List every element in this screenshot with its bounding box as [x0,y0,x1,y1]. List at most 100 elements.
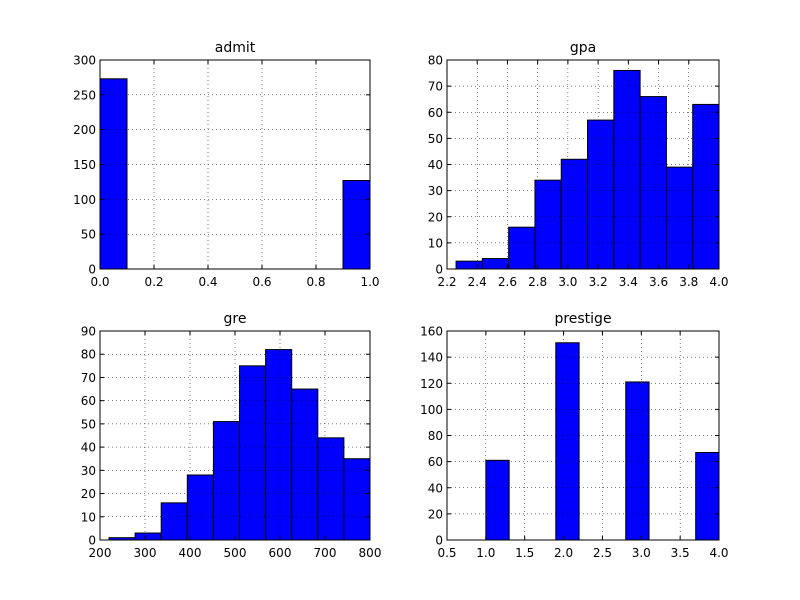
x-tick-label: 3.2 [589,275,608,289]
y-tick-label: 0 [435,534,443,548]
x-tick-label: 300 [134,546,157,560]
y-tick-label: 80 [428,429,443,443]
histogram-bar [160,502,188,541]
histogram-bar [508,226,536,270]
y-tick-label: 70 [81,371,96,385]
x-tick-label: 400 [179,546,202,560]
y-tick-label: 150 [73,158,96,172]
y-tick-label: 120 [420,377,443,391]
y-tick-label: 250 [73,88,96,102]
y-tick-label: 200 [73,123,96,137]
histogram-bar [99,78,128,270]
subplot-gpa: 2.2 2.4 2.6 2.8 3.0 3.2 3.4 3.6 3.8 4.0 0 10 20 30 40 5… [428,40,729,289]
y-tick-label: 20 [81,487,96,501]
y-tick-label: 40 [428,481,443,495]
y-tick-label: 40 [81,441,96,455]
x-tick-label: 2.6 [498,275,517,289]
x-tick-label: 2.5 [593,546,612,560]
x-tick-label: 2.0 [554,546,573,560]
subplot-gre: 200 300 400 500 600 700 800 0 10 20 30 40 50 60 70 80 90… [81,311,382,560]
x-tick-label: 4.0 [709,546,728,560]
x-tick-label: 0.8 [306,275,325,289]
x-tick-label: 1.0 [360,275,379,289]
y-tick-label: 0 [435,263,443,277]
histogram-bar [639,96,667,270]
x-tick-label: 3.8 [679,275,698,289]
subplot-title: gre [224,311,247,327]
x-tick-label: 700 [314,546,337,560]
x-tick-label: 800 [359,546,382,560]
y-tick-label: 60 [428,455,443,469]
x-tick-label: 600 [269,546,292,560]
x-tick-label: 4.0 [709,275,728,289]
histogram-bar [455,260,483,270]
histogram-bar [534,179,562,270]
subplot-title: prestige [554,311,611,327]
y-tick-label: 20 [428,210,443,224]
y-tick-label: 0 [88,534,96,548]
y-tick-label: 160 [420,325,443,339]
histogram-bar [481,258,510,270]
x-tick-label: 3.5 [671,546,690,560]
histogram-bar [555,342,580,541]
y-tick-label: 80 [428,54,443,68]
histogram-bar [212,421,240,541]
x-tick-label: 3.4 [619,275,638,289]
histogram-bar [134,532,162,541]
histogram-bar [485,459,510,541]
subplot-title: gpa [570,40,596,56]
y-tick-label: 50 [81,417,96,431]
x-tick-label: 1.5 [515,546,534,560]
histogram-bar [587,119,615,270]
x-tick-label: 1.0 [476,546,495,560]
x-tick-label: 0.4 [198,275,217,289]
histogram-bar [343,458,371,541]
histogram-bar [695,451,720,541]
y-tick-label: 10 [81,510,96,524]
histogram-bar [265,349,293,541]
x-tick-label: 0.2 [144,275,163,289]
subplot-admit: 0.0 0.2 0.4 0.6 0.8 1.0 0 50 100 150 200 250 300 admi… [73,40,379,289]
y-tick-label: 50 [428,132,443,146]
y-tick-label: 80 [81,348,96,362]
y-tick-label: 10 [428,236,443,250]
histogram-bar [692,103,720,270]
histogram-bar [291,388,319,541]
histogram-bar [317,437,345,541]
histogram-bar [613,69,641,270]
x-tick-label: 2.8 [528,275,547,289]
y-tick-label: 70 [428,80,443,94]
y-tick-label: 90 [81,325,96,339]
x-tick-label: 500 [224,546,247,560]
y-tick-label: 0 [88,263,96,277]
histogram-bar [186,474,214,541]
y-tick-label: 100 [73,193,96,207]
y-tick-label: 300 [73,54,96,68]
x-tick-label: 3.0 [558,275,577,289]
x-tick-label: 3.0 [632,546,651,560]
x-tick-label: 3.6 [649,275,668,289]
subplot-prestige: 0.5 1.0 1.5 2.0 2.5 3.0 3.5 4.0 0 20 40 60 80 100 120 1… [420,311,728,560]
x-tick-label: 0.0 [90,275,109,289]
histogram-bar [560,158,589,270]
y-tick-label: 30 [81,464,96,478]
y-tick-label: 40 [428,158,443,172]
x-tick-label: 0.5 [437,546,456,560]
y-tick-label: 60 [81,394,96,408]
y-tick-label: 140 [420,351,443,365]
y-tick-label: 30 [428,184,443,198]
y-tick-label: 60 [428,106,443,120]
histogram-bar [625,381,650,541]
histogram-bar [665,166,694,270]
x-tick-label: 200 [89,546,112,560]
y-tick-label: 20 [428,507,443,521]
x-tick-label: 2.2 [437,275,456,289]
x-tick-label: 0.6 [252,275,271,289]
y-tick-label: 100 [420,403,443,417]
y-tick-label: 50 [81,228,96,242]
histogram-bar [239,365,267,541]
subplot-title: admit [215,40,256,56]
histogram-bar [342,180,371,270]
x-tick-label: 2.4 [468,275,487,289]
